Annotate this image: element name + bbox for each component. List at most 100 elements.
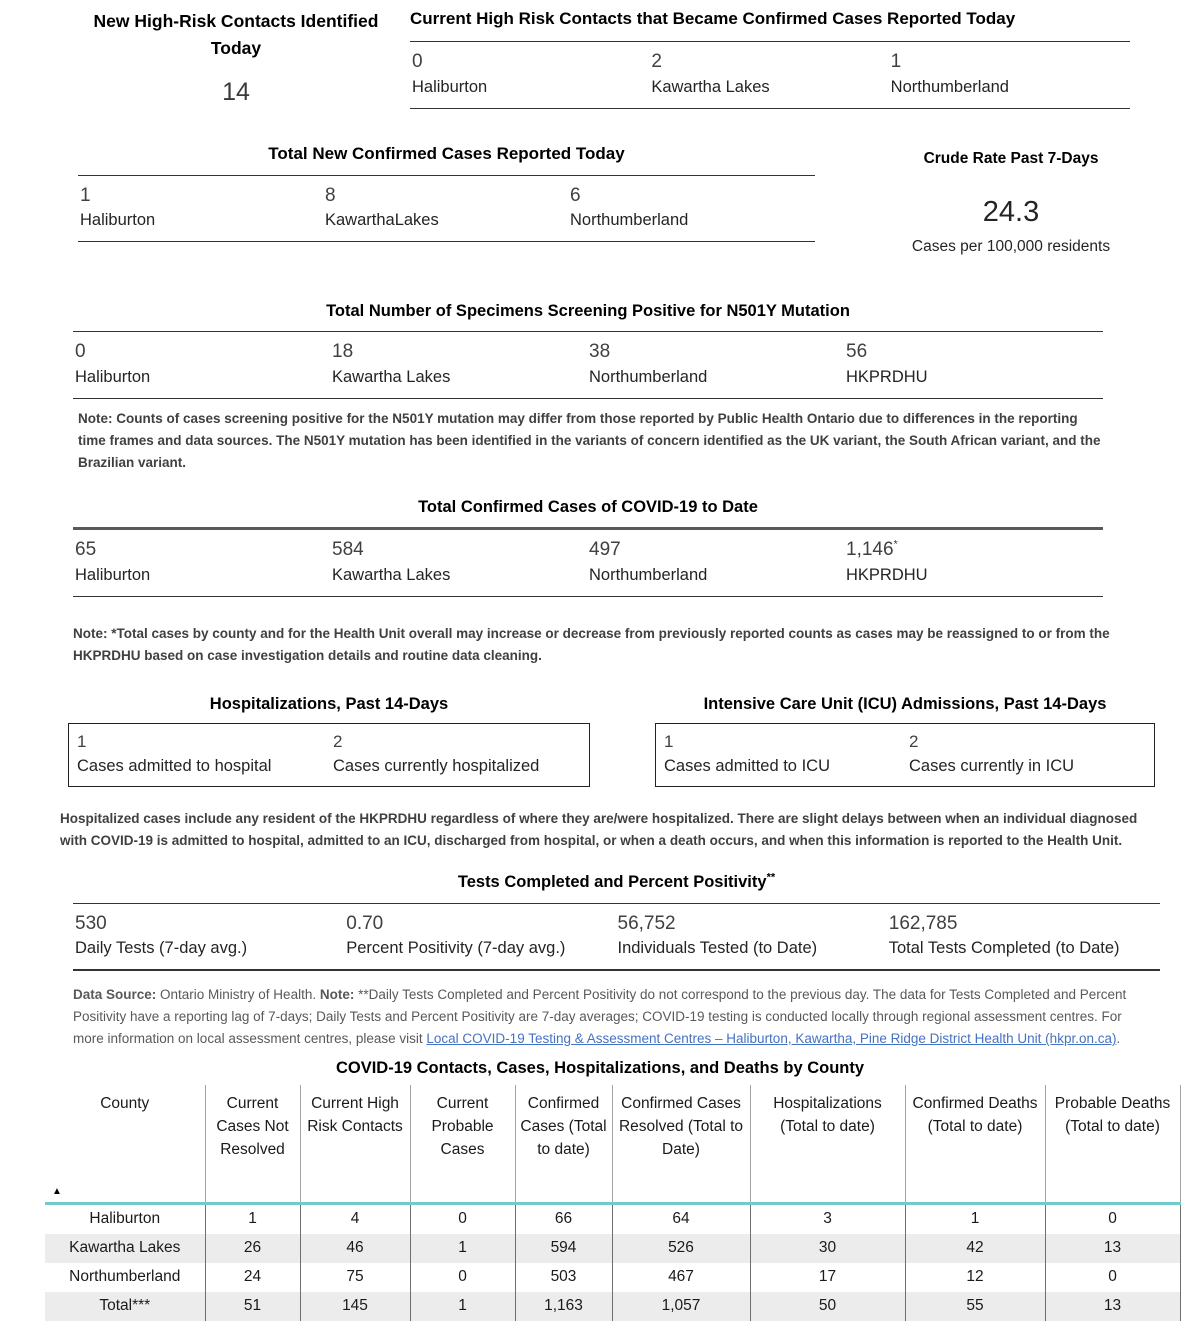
double-asterisk-superscript: ** [766, 871, 776, 884]
cell-value: 64 [612, 1203, 751, 1234]
kpi-label: Haliburton [80, 211, 156, 230]
kpi-northumberland: 1 Northumberland [891, 51, 1130, 97]
n501y-card: Total Number of Specimens Screening Posi… [73, 300, 1103, 475]
crude-rate-title: Crude Rate Past 7-Days [923, 149, 1099, 167]
kpi-value: 38 [589, 340, 611, 362]
n501y-values: 0 Haliburton 18 Kawartha Lakes 38 Northu… [73, 330, 1103, 399]
kpi-currently-hospitalized: 2 Cases currently hospitalized [333, 732, 589, 775]
cell-value: 26 [205, 1233, 301, 1263]
kpi-value: 6 [570, 184, 581, 206]
new-confirmed-values: 1 Haliburton 8 KawarthaLakes 6 Northumbe… [78, 174, 815, 243]
kpi-individuals-tested: 56,752 Individuals Tested (to Date) [618, 913, 889, 959]
column-header-cases-not-resolved[interactable]: Current Cases Not Resolved [205, 1084, 301, 1205]
became-confirmed-values: 0 Haliburton 2 Kawartha Lakes 1 Northumb… [410, 42, 1130, 109]
kpi-label: Northumberland [589, 565, 708, 584]
kpi-value: 56 [846, 340, 868, 362]
kpi-hkprdhu: 56 HKPRDHU [846, 341, 1103, 387]
kpi-value: 0 [412, 50, 423, 72]
column-header-county[interactable]: County ▲ [45, 1084, 206, 1205]
total-confirmed-title: Total Confirmed Cases of COVID-19 to Dat… [418, 497, 758, 516]
became-confirmed-card: Current High Risk Contacts that Became C… [410, 8, 1130, 109]
county-table-title: COVID-19 Contacts, Cases, Hospitalizatio… [335, 1058, 865, 1077]
kpi-value: 1 [890, 50, 902, 72]
new-high-risk-title: New High-Risk Contacts Identified Today [93, 11, 379, 59]
icu-card: Intensive Care Unit (ICU) Admissions, Pa… [655, 693, 1155, 787]
kpi-northumberland: 497 Northumberland [589, 539, 846, 585]
county-table: County ▲ Current Cases Not Resolved Curre… [45, 1084, 1181, 1321]
top-row: New High-Risk Contacts Identified Today … [0, 0, 1200, 109]
crude-rate-label: Cases per 100,000 residents [911, 237, 1111, 255]
kpi-label: Kawartha Lakes [651, 77, 770, 96]
kpi-value: 8 [325, 184, 336, 206]
kpi-value: 530 [75, 912, 107, 934]
column-header-probable-cases[interactable]: Current Probable Cases [410, 1084, 516, 1205]
table-row-total: Total*** 51 145 1 1,163 1,057 50 55 13 [45, 1291, 1181, 1321]
crude-rate-card: Crude Rate Past 7-Days 24.3 Cases per 10… [861, 143, 1161, 256]
kpi-label: Kawartha Lakes [332, 367, 451, 386]
cell-value: 42 [905, 1233, 1046, 1263]
tests-card: Tests Completed and Percent Positivity**… [73, 871, 1160, 972]
second-row: Total New Confirmed Cases Reported Today… [0, 143, 1200, 256]
kpi-value: 497 [589, 538, 621, 560]
kpi-kawartha-lakes: 8 KawarthaLakes [325, 185, 570, 231]
cell-value: 12 [905, 1262, 1046, 1292]
cell-value: 594 [515, 1233, 613, 1263]
new-confirmed-card: Total New Confirmed Cases Reported Today… [78, 143, 815, 256]
kpi-value: 18 [332, 340, 354, 362]
kpi-northumberland: 6 Northumberland [570, 185, 815, 231]
note-label: Note: [319, 987, 355, 1003]
kpi-percent-positivity: 0.70 Percent Positivity (7-day avg.) [346, 913, 617, 959]
kpi-daily-tests: 530 Daily Tests (7-day avg.) [75, 913, 346, 959]
cell-value: 55 [905, 1291, 1046, 1321]
cell-value: 145 [300, 1291, 411, 1321]
cell-value: 17 [750, 1262, 906, 1292]
cell-value: 13 [1045, 1233, 1181, 1263]
cell-county: Northumberland [45, 1262, 206, 1292]
cell-value: 51 [205, 1291, 301, 1321]
tests-values: 530 Daily Tests (7-day avg.) 0.70 Percen… [73, 902, 1160, 972]
kpi-value: 2 [651, 50, 662, 72]
kpi-haliburton: 0 Haliburton [412, 51, 651, 97]
new-high-risk-value: 14 [222, 78, 250, 107]
column-header-hospitalizations[interactable]: Hospitalizations (Total to date) [750, 1084, 906, 1205]
icu-box: 1 Cases admitted to ICU 2 Cases currentl… [655, 723, 1155, 787]
kpi-value: 162,785 [888, 912, 958, 934]
kpi-label: Cases currently in ICU [909, 756, 1075, 775]
cell-county: Total*** [45, 1291, 206, 1321]
kpi-label: HKPRDHU [846, 367, 928, 386]
assessment-centres-link[interactable]: Local COVID-19 Testing & Assessment Cent… [426, 1031, 1117, 1047]
data-source-label: Data Source: [73, 987, 157, 1003]
kpi-hkprdhu: 1,146* HKPRDHU [846, 539, 1103, 585]
sort-ascending-icon[interactable]: ▲ [52, 1185, 62, 1197]
hospitalization-note: Hospitalized cases include any resident … [60, 810, 1138, 849]
cell-value: 50 [750, 1291, 906, 1321]
column-header-confirmed-deaths[interactable]: Confirmed Deaths (Total to date) [905, 1084, 1046, 1205]
kpi-label: KawarthaLakes [325, 211, 439, 230]
column-header-cases-resolved[interactable]: Confirmed Cases Resolved (Total to Date) [612, 1084, 751, 1205]
kpi-value: 2 [909, 732, 919, 752]
column-header-confirmed-cases[interactable]: Confirmed Cases (Total to date) [515, 1084, 613, 1205]
kpi-label: Percent Positivity (7-day avg.) [346, 939, 566, 958]
kpi-label: Cases admitted to hospital [77, 756, 272, 775]
kpi-label: Cases admitted to ICU [664, 756, 830, 775]
kpi-currently-icu: 2 Cases currently in ICU [909, 732, 1154, 775]
data-source-note: Data Source: Ontario Ministry of Health.… [73, 987, 1127, 1047]
kpi-label: Cases currently hospitalized [333, 756, 540, 775]
kpi-label: Haliburton [412, 77, 488, 96]
column-header-probable-deaths[interactable]: Probable Deaths (Total to date) [1045, 1084, 1181, 1205]
kpi-value: 1 [80, 184, 91, 206]
kpi-haliburton: 0 Haliburton [75, 341, 332, 387]
cell-value: 0 [410, 1203, 516, 1234]
kpi-label: Northumberland [589, 367, 708, 386]
kpi-value: 2 [333, 732, 343, 752]
new-confirmed-title: Total New Confirmed Cases Reported Today [268, 143, 625, 163]
kpi-haliburton: 1 Haliburton [80, 185, 325, 231]
cell-value: 66 [515, 1203, 613, 1234]
column-header-high-risk-contacts[interactable]: Current High Risk Contacts [300, 1084, 411, 1205]
cell-value: 24 [205, 1262, 301, 1292]
kpi-value: 1,146* [846, 538, 898, 560]
kpi-admitted-hospital: 1 Cases admitted to hospital [77, 732, 333, 775]
kpi-haliburton: 65 Haliburton [75, 539, 332, 585]
cell-value: 1 [410, 1233, 516, 1263]
table-header-row: County ▲ Current Cases Not Resolved Curre… [45, 1084, 1181, 1205]
